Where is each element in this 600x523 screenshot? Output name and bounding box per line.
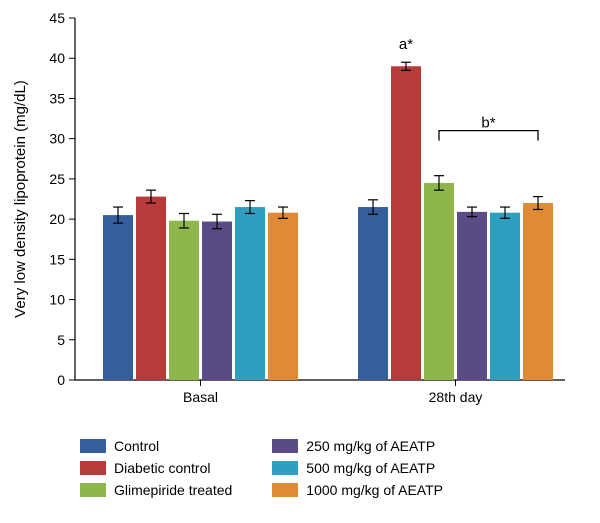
bar	[169, 221, 199, 380]
legend-label: Control	[114, 438, 159, 454]
y-tick-label: 15	[49, 251, 65, 267]
y-tick-label: 20	[49, 211, 65, 227]
bar	[136, 197, 166, 380]
annotation-b-star: b*	[481, 115, 495, 132]
legend-label: 250 mg/kg of AEATP	[306, 438, 435, 454]
legend-swatch	[80, 461, 106, 475]
annotation-b-bracket	[439, 131, 538, 141]
bar	[268, 213, 298, 380]
x-tick-label: 28th day	[429, 389, 483, 405]
legend-item: Diabetic control	[80, 460, 232, 476]
bar	[103, 215, 133, 380]
legend-col-right: 250 mg/kg of AEATP 500 mg/kg of AEATP 1000…	[272, 438, 443, 498]
bar	[490, 213, 520, 380]
bar	[391, 66, 421, 380]
legend-item: 500 mg/kg of AEATP	[272, 460, 443, 476]
legend-swatch	[272, 461, 298, 475]
x-tick-label: Basal	[183, 389, 218, 405]
y-tick-label: 0	[57, 372, 65, 388]
bar	[523, 203, 553, 380]
vldl-bar-chart: 0 5 10 15 20 25 30 35 40 45 Very low density lipop…	[0, 0, 600, 523]
legend-label: Glimepiride treated	[114, 482, 232, 498]
y-tick-label: 40	[49, 50, 65, 66]
y-tick-label: 5	[57, 332, 65, 348]
legend-item: Glimepiride treated	[80, 482, 232, 498]
legend-swatch	[80, 483, 106, 497]
y-tick-label: 35	[49, 90, 65, 106]
y-axis-label: Very low density lipoprotein (mg/dL)	[12, 80, 29, 318]
bar	[457, 212, 487, 380]
legend-label: 1000 mg/kg of AEATP	[306, 482, 443, 498]
legend-swatch	[272, 483, 298, 497]
legend-item: 250 mg/kg of AEATP	[272, 438, 443, 454]
bar	[235, 207, 265, 380]
y-tick-label: 25	[49, 171, 65, 187]
legend-label: 500 mg/kg of AEATP	[306, 460, 435, 476]
chart-svg: 0 5 10 15 20 25 30 35 40 45 Very low density lipop…	[0, 0, 600, 430]
y-tick-label: 45	[49, 10, 65, 26]
legend-item: Control	[80, 438, 232, 454]
legend-swatch	[80, 439, 106, 453]
bar	[424, 183, 454, 380]
legend-item: 1000 mg/kg of AEATP	[272, 482, 443, 498]
y-tick-label: 10	[49, 292, 65, 308]
bar	[358, 207, 388, 380]
y-tick-label: 30	[49, 131, 65, 147]
legend-swatch	[272, 439, 298, 453]
legend: Control Diabetic control Glimepiride treat…	[80, 438, 443, 498]
legend-label: Diabetic control	[114, 460, 211, 476]
bar	[202, 222, 232, 380]
annotation-a-star: a*	[399, 36, 413, 53]
legend-col-left: Control Diabetic control Glimepiride treat…	[80, 438, 232, 498]
